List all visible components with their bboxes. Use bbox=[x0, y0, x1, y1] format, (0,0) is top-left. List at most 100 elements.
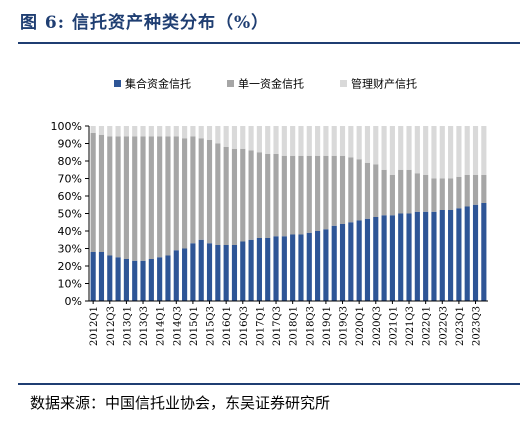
bar-segment bbox=[148, 136, 154, 259]
bar-segment bbox=[240, 148, 246, 242]
bar-segment bbox=[123, 126, 129, 137]
x-tick-label: 2012Q1 bbox=[89, 306, 100, 346]
bar-segment bbox=[348, 157, 354, 223]
bar-segment bbox=[273, 154, 279, 237]
bar-segment bbox=[132, 126, 138, 137]
x-tick-label: 2022Q1 bbox=[422, 306, 433, 346]
x-tick-label: 2020Q1 bbox=[355, 306, 366, 346]
bar-segment bbox=[439, 126, 445, 179]
x-tick-label: 2019Q1 bbox=[322, 306, 333, 346]
bar-segment bbox=[414, 173, 420, 212]
bar-segment bbox=[190, 136, 196, 244]
x-tick-label: 2015Q3 bbox=[206, 306, 217, 346]
bar-segment bbox=[431, 211, 437, 301]
bar-segment bbox=[448, 210, 454, 301]
y-tick-label: 20% bbox=[58, 260, 82, 273]
legend-label: 管理财产信托 bbox=[351, 77, 417, 91]
bar-segment bbox=[356, 159, 362, 221]
bar-segment bbox=[173, 136, 179, 251]
legend-label: 单一资金信托 bbox=[238, 77, 304, 91]
bar-segment bbox=[323, 155, 329, 230]
bar-segment bbox=[115, 136, 121, 258]
bar-segment bbox=[215, 126, 221, 144]
bar-segment bbox=[356, 220, 362, 301]
y-tick-label: 0% bbox=[65, 295, 82, 308]
x-tick-label: 2013Q3 bbox=[139, 306, 150, 346]
y-tick-label: 40% bbox=[58, 225, 82, 238]
bar-segment bbox=[323, 126, 329, 156]
bar-segment bbox=[248, 150, 254, 240]
bar-segment bbox=[173, 250, 179, 301]
bar-segment bbox=[481, 175, 487, 203]
bar-segment bbox=[140, 136, 146, 261]
y-tick-label: 80% bbox=[58, 155, 82, 168]
y-tick-label: 10% bbox=[58, 278, 82, 291]
bar-segment bbox=[464, 175, 470, 207]
bar-segment bbox=[448, 126, 454, 179]
bar-segment bbox=[389, 175, 395, 216]
bar-segment bbox=[140, 126, 146, 137]
bar-segment bbox=[431, 178, 437, 212]
bar-segment bbox=[389, 126, 395, 175]
bar-segment bbox=[256, 238, 262, 301]
bar-segment bbox=[423, 126, 429, 175]
bar-segment bbox=[306, 232, 312, 301]
x-tick-label: 2017Q3 bbox=[272, 306, 283, 346]
x-tick-label: 2012Q3 bbox=[106, 306, 117, 346]
bar-segment bbox=[190, 243, 196, 301]
bar-segment bbox=[223, 126, 229, 147]
bar-segment bbox=[472, 126, 479, 175]
bar-segment bbox=[123, 259, 129, 301]
bar-segment bbox=[406, 126, 412, 170]
bar-segment bbox=[223, 147, 229, 245]
bar-segment bbox=[472, 204, 479, 301]
x-tick-label: 2016Q3 bbox=[239, 306, 250, 346]
bar-segment bbox=[373, 164, 379, 217]
bar-segment bbox=[456, 126, 462, 177]
x-tick-label: 2017Q1 bbox=[255, 306, 266, 346]
bar-segment bbox=[281, 126, 287, 156]
bar-segment bbox=[281, 236, 287, 301]
x-tick-label: 2014Q3 bbox=[172, 306, 183, 346]
bar-segment bbox=[331, 155, 337, 226]
bar-segment bbox=[256, 152, 262, 238]
bar-segment bbox=[331, 225, 337, 301]
y-tick-label: 70% bbox=[58, 173, 82, 186]
bar-segment bbox=[115, 126, 121, 137]
y-tick-label: 60% bbox=[58, 190, 82, 203]
bar-segment bbox=[248, 239, 254, 301]
x-tick-label: 2013Q1 bbox=[122, 306, 133, 346]
bar-segment bbox=[90, 252, 96, 301]
bar-segment bbox=[406, 169, 412, 214]
bar-segment bbox=[215, 245, 221, 301]
bar-segment bbox=[348, 126, 354, 158]
legend-swatch bbox=[227, 80, 234, 87]
bar-segment bbox=[140, 260, 146, 301]
x-tick-label: 2023Q3 bbox=[472, 306, 483, 346]
bar-segment bbox=[364, 162, 371, 219]
bar-segment bbox=[198, 239, 204, 301]
legend: 集合资金信托 单一资金信托 管理财产信托 bbox=[114, 77, 417, 91]
bar-segment bbox=[423, 211, 429, 301]
bar-segment bbox=[448, 178, 454, 210]
bar-segment bbox=[456, 176, 462, 209]
bar-segment bbox=[123, 136, 129, 259]
source-rule bbox=[18, 383, 520, 385]
x-tick-label: 2023Q1 bbox=[455, 306, 466, 346]
bar-segment bbox=[132, 136, 138, 261]
bar-segment bbox=[90, 126, 96, 133]
bar-segment bbox=[364, 126, 371, 163]
bar-segment bbox=[157, 136, 163, 258]
bar-segment bbox=[165, 126, 171, 137]
bar-segment bbox=[231, 148, 238, 245]
bar-segment bbox=[182, 126, 188, 139]
bar-segment bbox=[298, 126, 304, 156]
bar-segment bbox=[381, 169, 387, 216]
bar-segment bbox=[398, 126, 404, 170]
bar-segment bbox=[439, 178, 445, 210]
bars bbox=[90, 126, 487, 301]
bar-segment bbox=[306, 155, 312, 233]
bar-segment bbox=[98, 252, 105, 301]
bar-segment bbox=[339, 126, 346, 156]
bar-segment bbox=[298, 234, 304, 301]
